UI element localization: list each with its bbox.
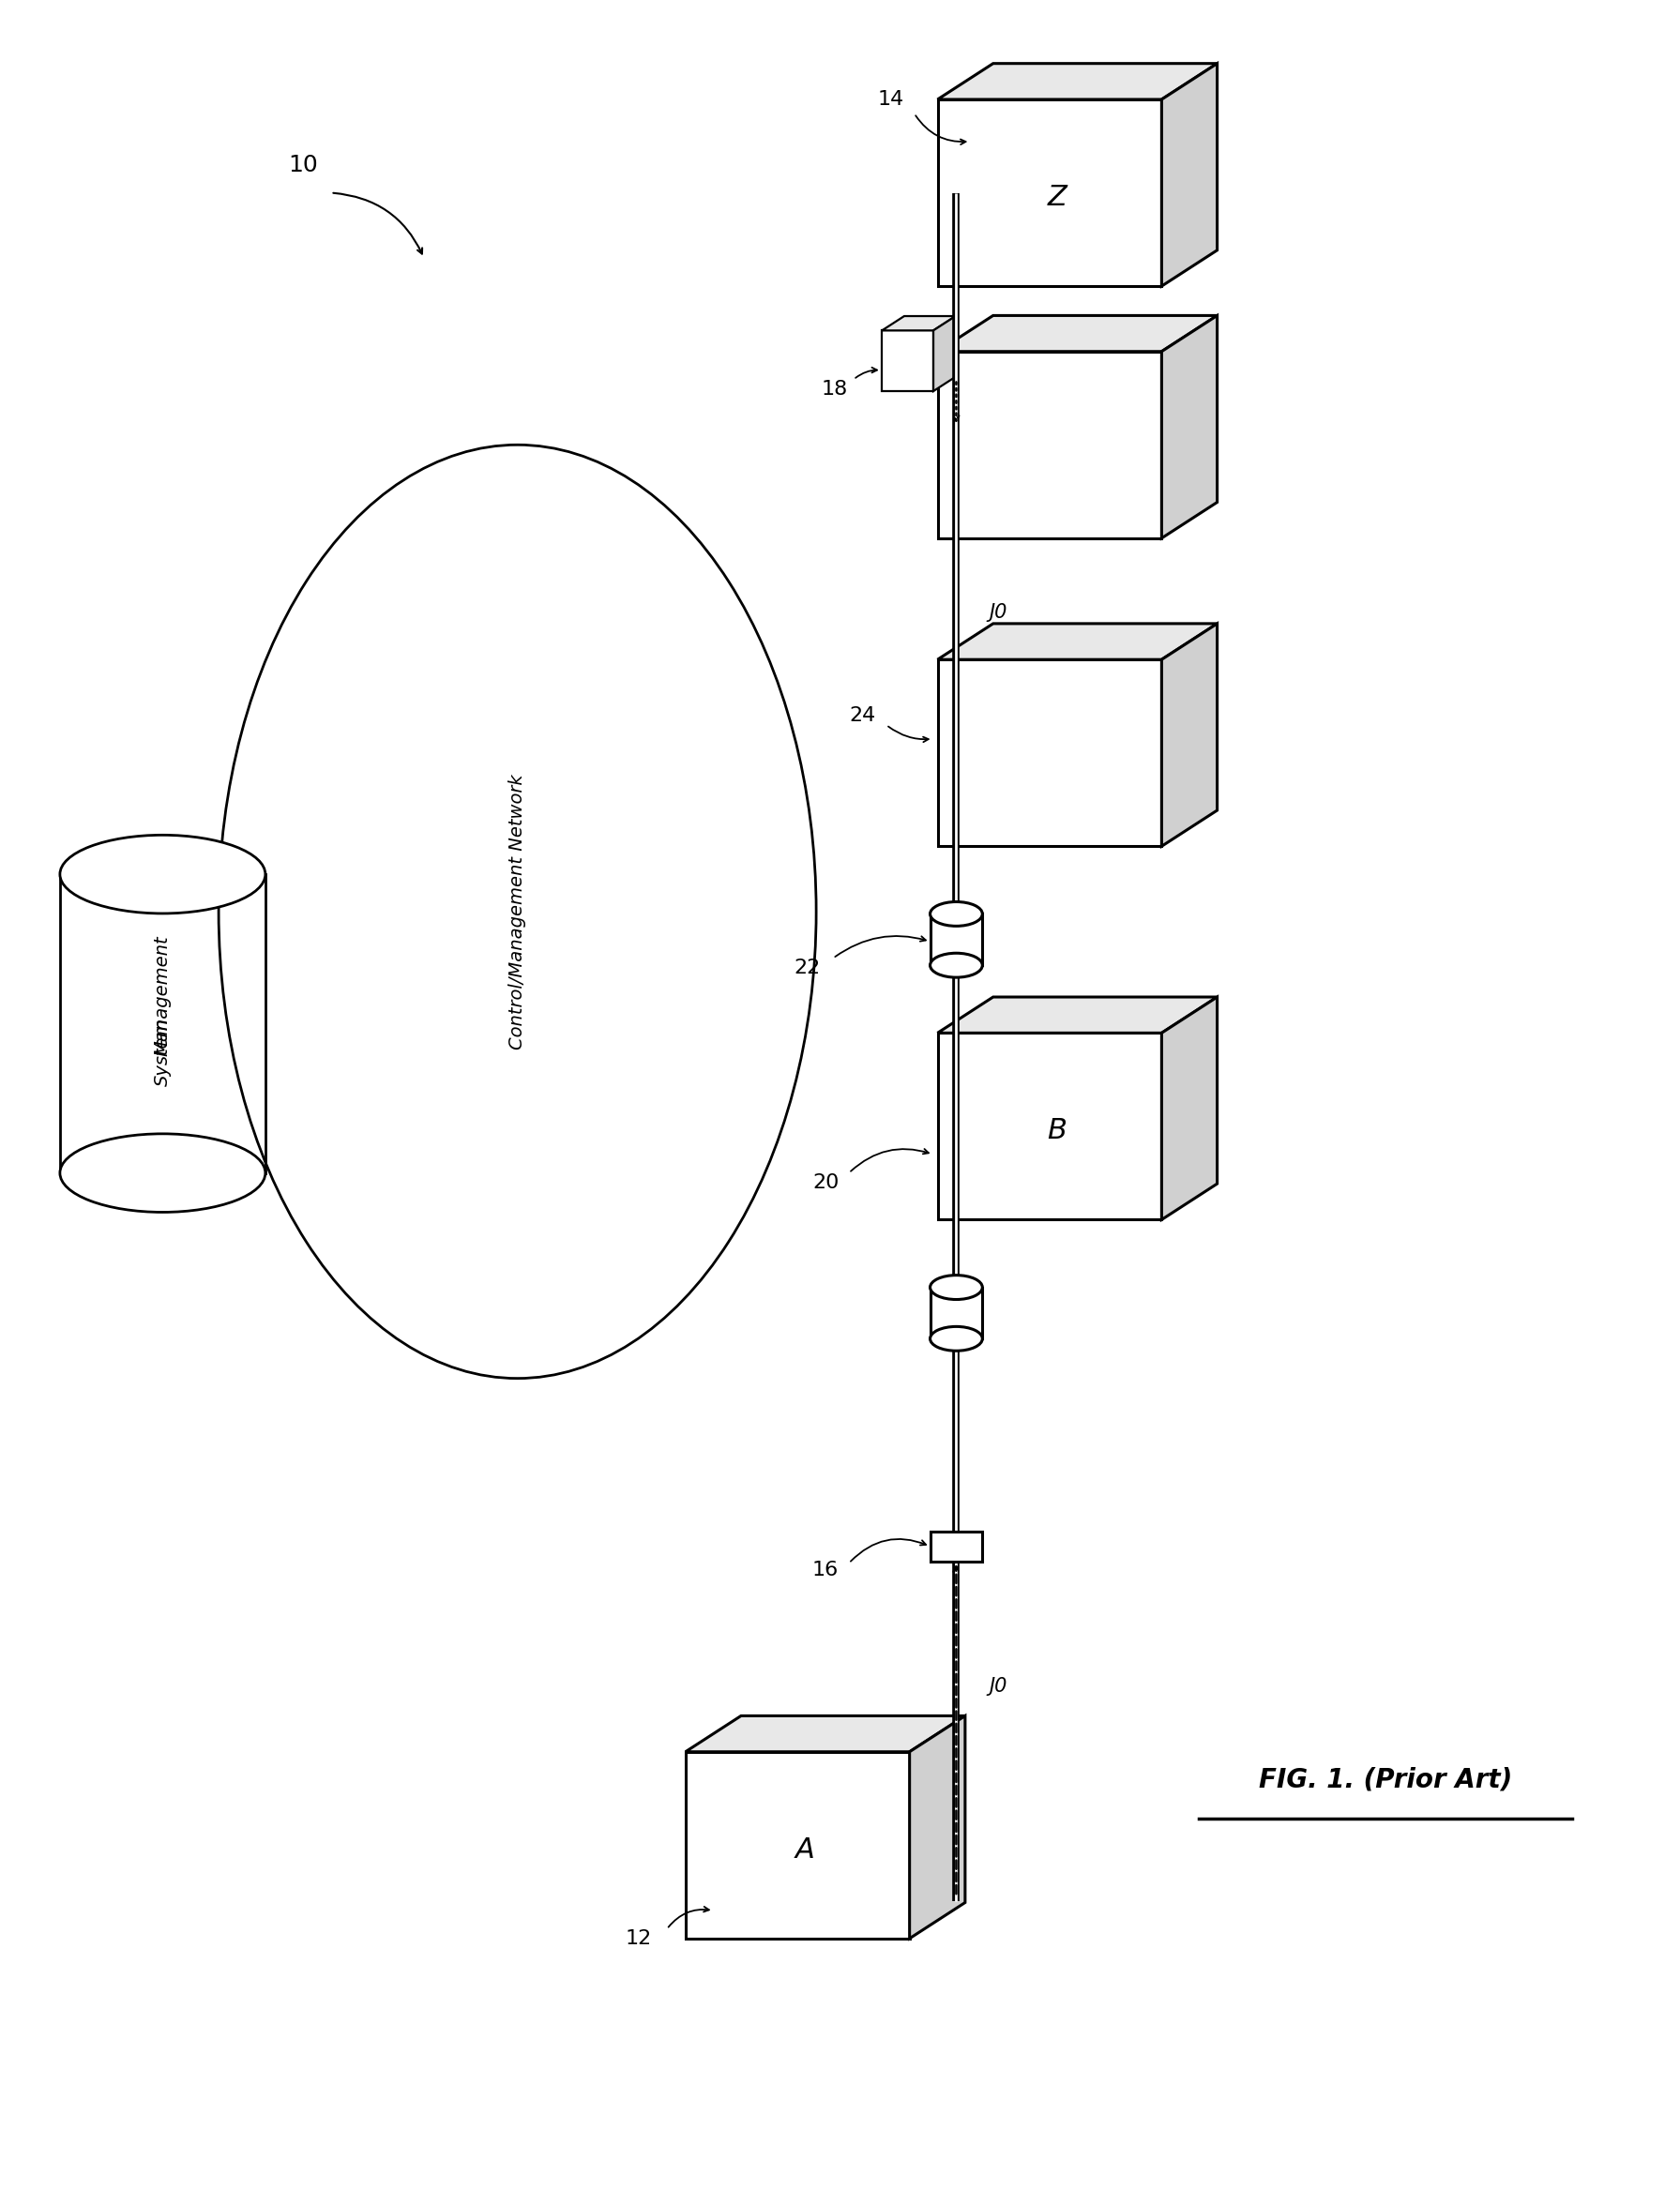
Ellipse shape <box>931 953 983 977</box>
Polygon shape <box>937 624 1218 659</box>
Text: A: A <box>795 1837 815 1863</box>
Ellipse shape <box>931 902 983 926</box>
Polygon shape <box>931 1532 981 1561</box>
Ellipse shape <box>931 1327 983 1352</box>
Polygon shape <box>937 997 1218 1032</box>
Polygon shape <box>882 331 934 390</box>
Ellipse shape <box>931 1274 983 1299</box>
Polygon shape <box>1161 64 1218 287</box>
Text: J0: J0 <box>990 1678 1006 1696</box>
Text: System: System <box>153 1017 171 1085</box>
Text: 22: 22 <box>793 959 820 977</box>
Polygon shape <box>937 315 1218 351</box>
Polygon shape <box>937 64 1218 99</box>
Polygon shape <box>931 913 983 966</box>
Polygon shape <box>934 315 956 390</box>
Text: Management: Management <box>153 935 171 1056</box>
Text: 18: 18 <box>822 379 848 399</box>
Text: Control/Management Network: Control/Management Network <box>509 774 526 1050</box>
Polygon shape <box>685 1751 909 1938</box>
Polygon shape <box>937 659 1161 847</box>
Polygon shape <box>937 351 1161 538</box>
Text: 10: 10 <box>287 154 318 176</box>
Text: 20: 20 <box>811 1173 838 1191</box>
Text: 14: 14 <box>877 90 904 108</box>
Text: Z: Z <box>1047 183 1067 212</box>
Polygon shape <box>937 1032 1161 1219</box>
Text: B: B <box>1047 1118 1067 1144</box>
Polygon shape <box>1161 315 1218 538</box>
Text: J0: J0 <box>990 604 1006 622</box>
Text: 16: 16 <box>811 1561 838 1579</box>
Text: 12: 12 <box>625 1929 652 1947</box>
Polygon shape <box>1161 624 1218 847</box>
Polygon shape <box>685 1715 964 1751</box>
Text: 24: 24 <box>850 706 877 725</box>
Ellipse shape <box>218 445 816 1378</box>
Polygon shape <box>1161 997 1218 1219</box>
Polygon shape <box>882 315 956 331</box>
Polygon shape <box>937 99 1161 287</box>
Ellipse shape <box>60 1133 265 1213</box>
Ellipse shape <box>60 836 265 913</box>
Polygon shape <box>909 1715 964 1938</box>
Polygon shape <box>931 1288 983 1338</box>
Text: FIG. 1. (Prior Art): FIG. 1. (Prior Art) <box>1258 1766 1512 1793</box>
